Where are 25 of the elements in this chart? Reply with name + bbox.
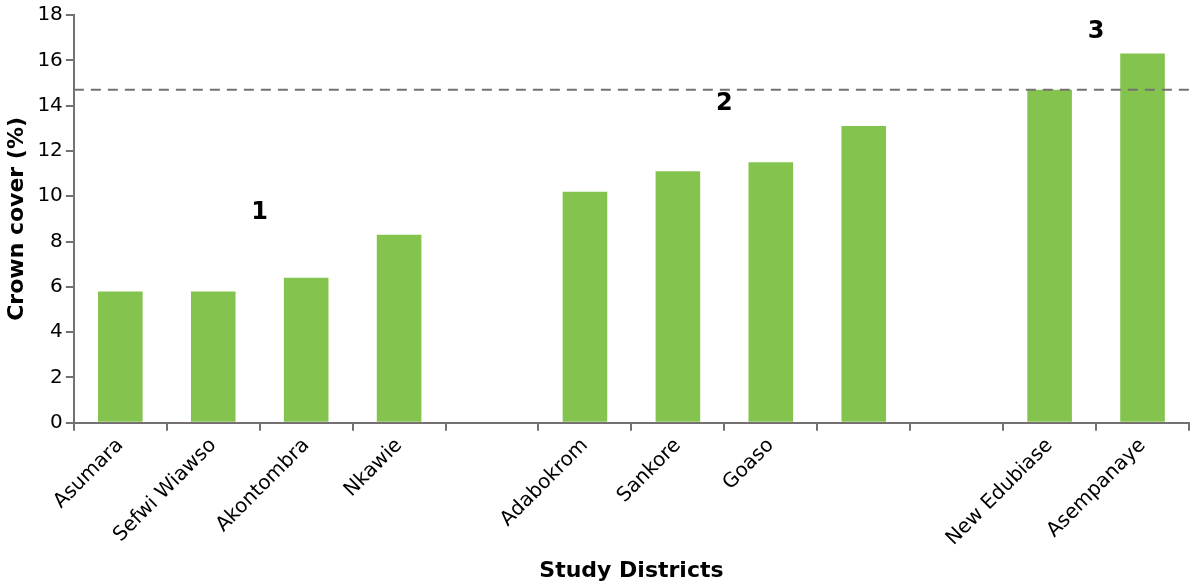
bar — [98, 291, 143, 422]
bar — [748, 162, 794, 422]
bar — [376, 234, 422, 422]
y-tick-label: 4 — [50, 318, 63, 343]
y-tick-label: 14 — [37, 91, 63, 116]
bar — [841, 126, 887, 422]
bar — [562, 191, 608, 422]
y-tick-label: 18 — [37, 1, 63, 26]
bar — [283, 277, 329, 422]
y-axis-title: Crown cover (%) — [2, 116, 28, 321]
annotation: 1 — [251, 196, 269, 225]
y-tick-label: 10 — [37, 182, 63, 207]
y-tick-label: 8 — [50, 227, 63, 252]
y-tick-label: 2 — [50, 363, 63, 388]
bar — [655, 171, 701, 422]
annotation: 3 — [1087, 15, 1105, 44]
x-axis-title: Study Districts — [539, 556, 724, 582]
y-tick-label: 12 — [37, 137, 63, 162]
annotation: 2 — [716, 88, 733, 117]
y-tick-label: 0 — [50, 408, 63, 433]
bar — [190, 291, 236, 422]
y-tick-label: 6 — [50, 273, 63, 298]
bar — [1027, 89, 1072, 422]
y-tick-label: 16 — [37, 46, 63, 71]
bar — [1120, 53, 1165, 422]
